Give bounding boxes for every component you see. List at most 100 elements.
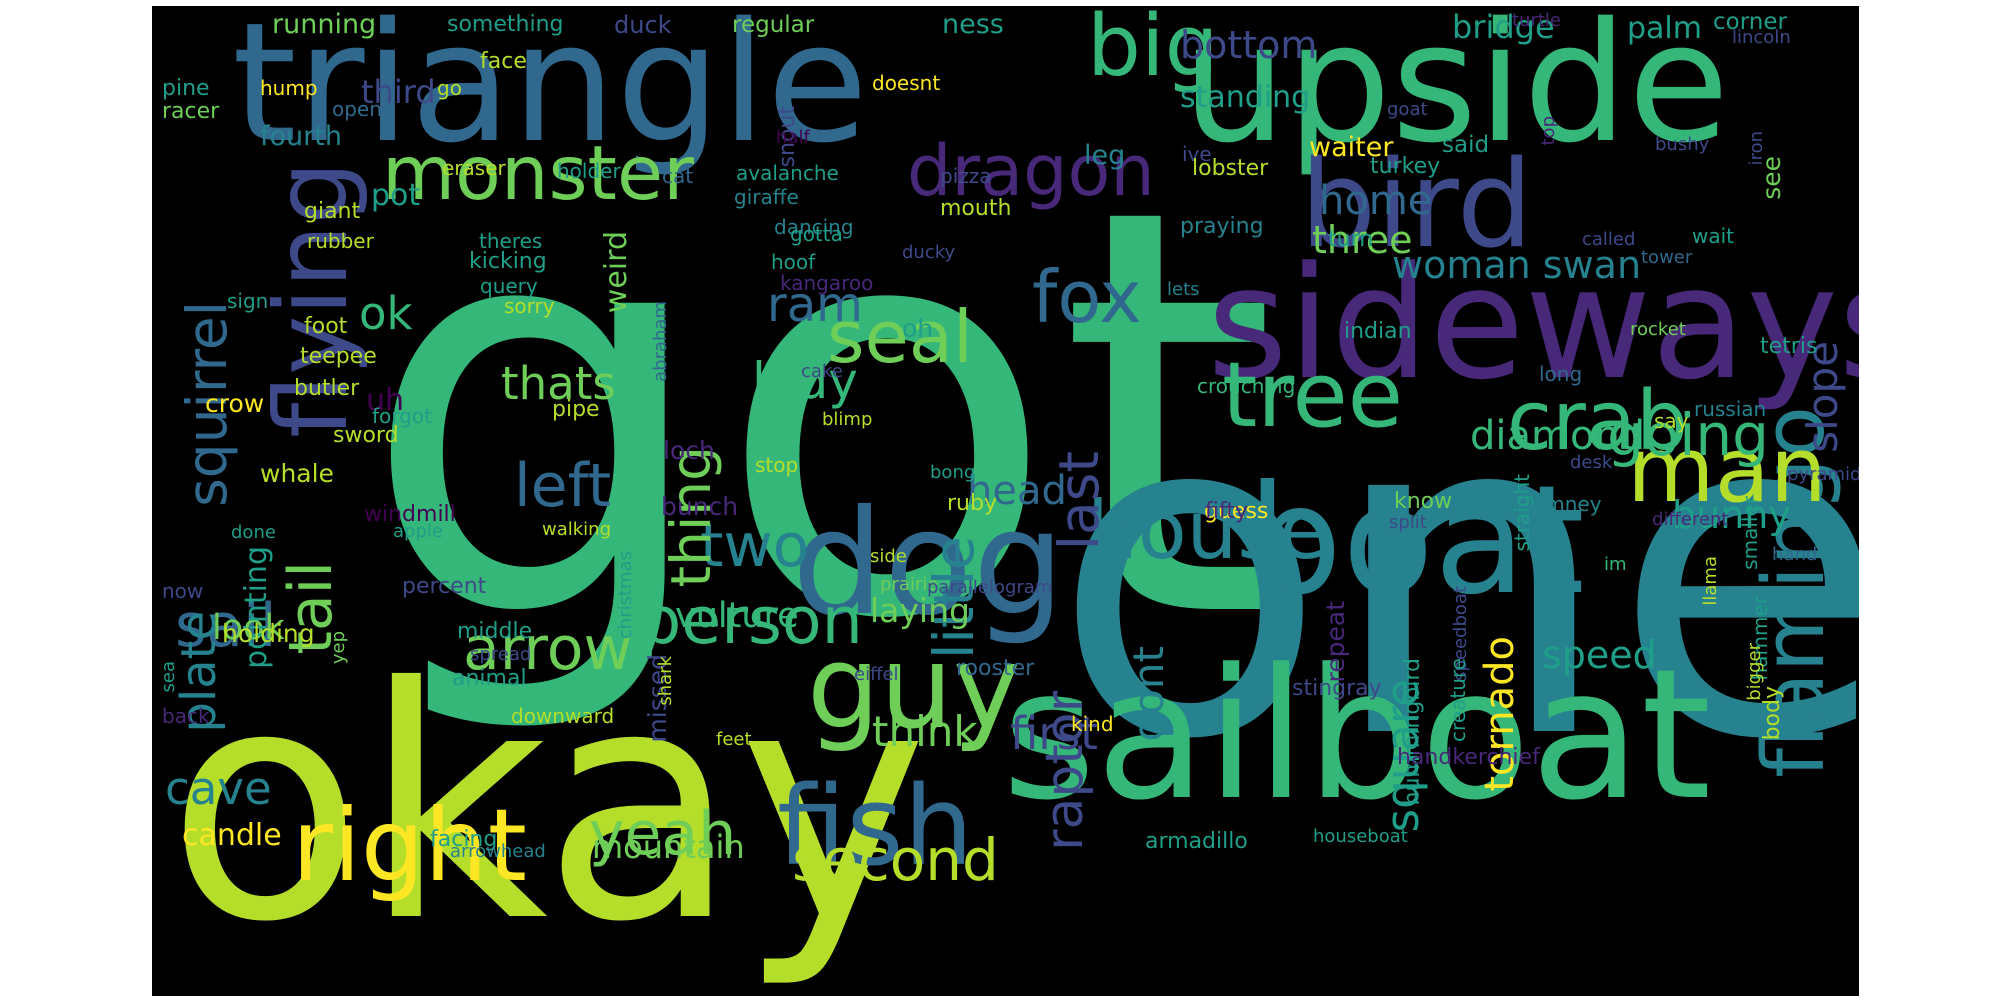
word: ducky (902, 242, 956, 263)
word: guess (1204, 499, 1269, 524)
word: wait (1692, 224, 1735, 248)
word: arrow (463, 614, 633, 684)
word: triangle (232, 6, 869, 179)
word: turkey (1370, 154, 1441, 179)
word: spread (470, 644, 532, 665)
word: second (792, 826, 999, 894)
word: desk (1570, 452, 1613, 473)
word: russian (1694, 397, 1767, 421)
word: half (776, 127, 810, 148)
word: cave (165, 762, 272, 815)
word: kangaroo (780, 271, 874, 295)
word: bunny (1672, 493, 1791, 537)
word: speed (1542, 633, 1657, 677)
word: gotta (790, 222, 843, 246)
word: seal (827, 295, 973, 379)
word: big (1087, 6, 1219, 96)
word: boat (1247, 454, 1585, 628)
word: candle (182, 818, 282, 853)
word: hand (1772, 544, 1818, 565)
word: windmill (364, 502, 456, 527)
word: now (162, 579, 204, 603)
word: sign (227, 289, 269, 313)
word: something (447, 12, 564, 37)
word: butler (294, 376, 360, 401)
word: weird (599, 231, 634, 314)
word: ive (1182, 142, 1212, 166)
word: bunch (661, 492, 739, 521)
word: crab (1507, 374, 1689, 469)
word: downward (511, 704, 615, 728)
word: rocket (1630, 319, 1686, 340)
word: stop (755, 453, 799, 477)
word: whale (260, 459, 334, 488)
word: cat (662, 164, 694, 188)
word: holder (557, 159, 621, 183)
word: sword (333, 423, 399, 448)
word: called (1582, 229, 1636, 250)
word: bridge (1452, 8, 1555, 46)
word: ness (942, 9, 1004, 40)
word: pot (371, 178, 421, 213)
word: lady (752, 352, 858, 410)
word: right (292, 787, 527, 904)
word: foot (304, 314, 348, 339)
word: crow (205, 389, 265, 418)
word: cake (801, 361, 843, 382)
word: blimp (822, 409, 873, 430)
word: crouching (1197, 374, 1296, 398)
word-cloud: got one okay triangle upside sailboat si… (152, 6, 1859, 996)
word: kicking (469, 249, 547, 274)
word: loch (663, 436, 715, 465)
word: repeat (1321, 601, 1350, 683)
word: mountain (592, 828, 745, 866)
word: diamond (1470, 413, 1646, 459)
word: going (1607, 401, 1769, 469)
word: standing (1180, 80, 1311, 115)
word: lets (1167, 279, 1200, 300)
word: split (1389, 512, 1427, 533)
word: feet (716, 729, 752, 750)
word: giant (304, 199, 361, 224)
word: pyramid (1787, 464, 1859, 485)
word: hump (260, 76, 318, 100)
word: running (272, 9, 377, 40)
word: different (1652, 509, 1729, 530)
word: tree (1222, 343, 1404, 448)
word: forgot (372, 404, 432, 428)
word: tetris (1760, 334, 1818, 359)
word: parallelogram (927, 577, 1053, 598)
word: regular (732, 12, 815, 38)
word: turtle (1512, 10, 1561, 31)
word: apple (393, 521, 443, 542)
word: creature (1446, 658, 1470, 742)
word: fourth (260, 121, 342, 152)
word: one (1052, 314, 1859, 838)
word: woman swan (1392, 243, 1642, 287)
word: dragon (907, 130, 1155, 212)
word: lobster (1192, 156, 1269, 181)
word: ok (359, 287, 413, 340)
word: facing (430, 827, 498, 852)
word: pizza (940, 164, 992, 188)
word: percent (402, 574, 487, 599)
word: side (870, 546, 907, 567)
word: leg (1084, 140, 1126, 171)
word: corner (1713, 9, 1787, 35)
word: doesnt (872, 71, 941, 95)
word: open (332, 97, 382, 121)
word: praying (1180, 214, 1264, 239)
word: mouth (940, 196, 1012, 221)
word: laying (870, 591, 970, 630)
word: smaller (1738, 496, 1762, 570)
word: theres (479, 229, 543, 253)
word: left (514, 451, 612, 521)
word: look (212, 608, 285, 648)
word: goat (1387, 99, 1428, 120)
word: query (480, 274, 538, 298)
word: third (361, 73, 436, 111)
word: kind (1071, 712, 1114, 736)
word: first (1010, 707, 1098, 760)
word: bushy (1655, 134, 1710, 155)
word: fifty (1205, 499, 1248, 524)
